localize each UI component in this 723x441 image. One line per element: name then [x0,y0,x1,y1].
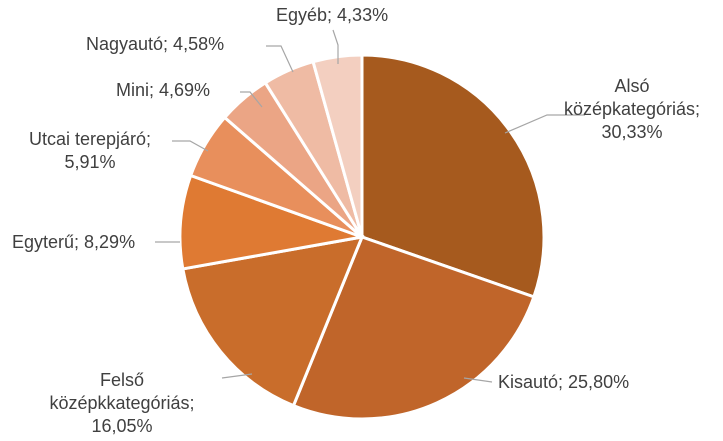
leader-line-2 [221,373,253,379]
slice-label-line: Nagyautó; 4,58% [86,34,224,54]
leader-line-1 [463,377,493,383]
slice-label-line: Kisautó; 25,80% [498,372,629,392]
slice-label-4: Utcai terepjáró; 5,91% [29,129,151,172]
slice-label-line: Alsó [614,76,649,96]
leader-line-5 [240,91,263,108]
slice-label-7: Egyéb; 4,33% [276,5,388,25]
slice-label-line: középkategóriás; [564,99,700,119]
leader-line-4 [172,140,209,152]
pie-slice-3 [178,173,368,271]
slice-label-2: Felső középkkategóriás; 16,05% [49,370,194,436]
slice-label-line: Mini; 4,69% [116,80,210,100]
slice-label-line: Egyterű; 8,29% [12,232,135,252]
slice-label-line: középkkategóriás; [49,393,194,413]
slice-label-3: Egyterű; 8,29% [12,232,135,252]
slice-label-line: Felső [100,370,144,390]
slice-label-0: Alsó középkategóriás; 30,33% [564,76,700,142]
pie-slice-1 [291,235,536,421]
slice-label-line: 5,91% [64,152,115,172]
slice-label-line: Egyéb; 4,33% [276,5,388,25]
leader-line-0 [504,114,585,134]
slice-label-5: Mini; 4,69% [116,80,210,100]
pie-slice-2 [181,235,365,408]
leader-line-6 [266,45,294,73]
slice-label-line: 30,33% [601,122,662,142]
slice-label-1: Kisautó; 25,80% [498,372,629,392]
slice-label-line: 16,05% [91,416,152,436]
slice-label-6: Nagyautó; 4,58% [86,34,224,54]
leader-line-7 [332,29,339,64]
slice-label-line: Utcai terepjáró; [29,129,151,149]
pie-slice-7 [311,53,364,238]
pie-slice-0 [360,53,546,299]
